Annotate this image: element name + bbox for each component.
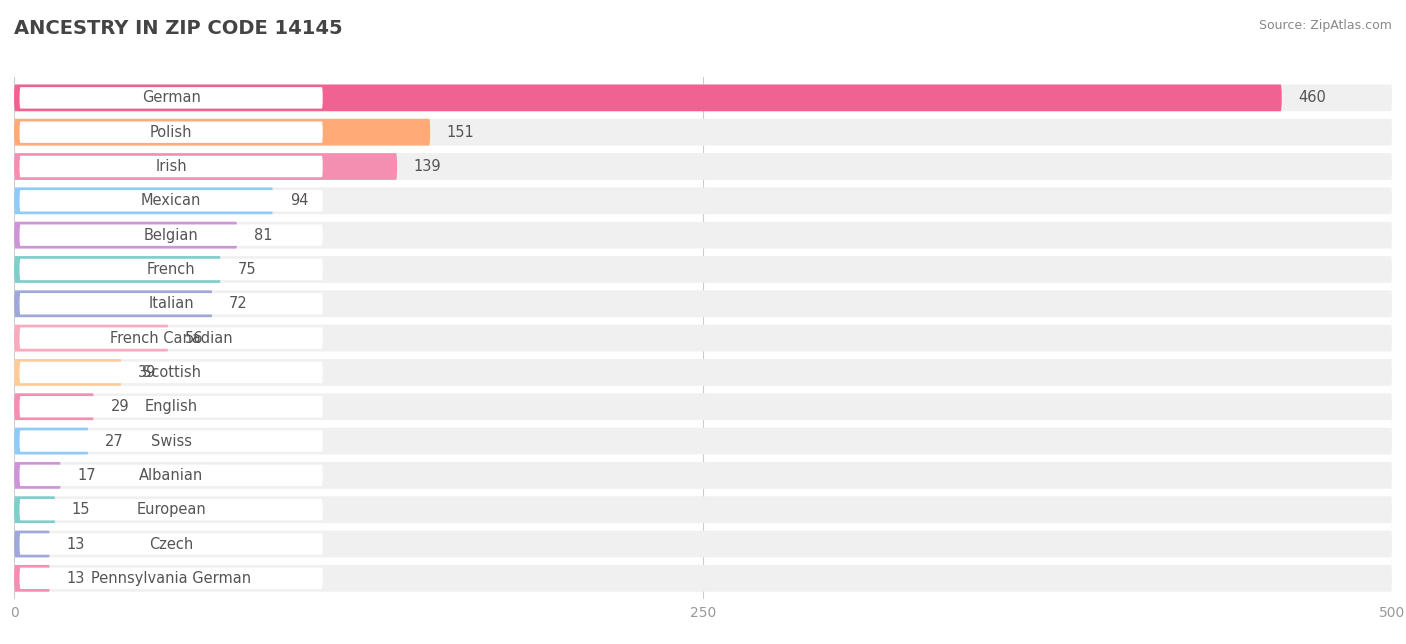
FancyBboxPatch shape xyxy=(14,325,1392,352)
Text: 39: 39 xyxy=(138,365,156,380)
FancyBboxPatch shape xyxy=(14,393,94,420)
FancyBboxPatch shape xyxy=(14,565,1392,592)
FancyBboxPatch shape xyxy=(14,256,221,283)
Text: 29: 29 xyxy=(111,399,129,414)
Text: ANCESTRY IN ZIP CODE 14145: ANCESTRY IN ZIP CODE 14145 xyxy=(14,19,343,39)
FancyBboxPatch shape xyxy=(14,290,212,317)
FancyBboxPatch shape xyxy=(20,225,323,246)
FancyBboxPatch shape xyxy=(14,153,396,180)
Text: Italian: Italian xyxy=(148,296,194,311)
Text: Albanian: Albanian xyxy=(139,468,204,483)
FancyBboxPatch shape xyxy=(14,393,1392,420)
FancyBboxPatch shape xyxy=(14,84,1392,111)
Text: 56: 56 xyxy=(186,330,204,346)
Text: 72: 72 xyxy=(229,296,247,311)
Text: 139: 139 xyxy=(413,159,441,174)
FancyBboxPatch shape xyxy=(14,256,1392,283)
FancyBboxPatch shape xyxy=(14,118,1392,146)
FancyBboxPatch shape xyxy=(14,565,49,592)
Text: Irish: Irish xyxy=(155,159,187,174)
Text: 27: 27 xyxy=(105,433,124,449)
FancyBboxPatch shape xyxy=(14,428,1392,455)
Text: English: English xyxy=(145,399,198,414)
Text: 13: 13 xyxy=(66,571,84,586)
FancyBboxPatch shape xyxy=(14,462,60,489)
FancyBboxPatch shape xyxy=(20,396,323,417)
Text: 81: 81 xyxy=(254,227,273,243)
FancyBboxPatch shape xyxy=(14,118,430,146)
Text: 94: 94 xyxy=(290,193,308,208)
FancyBboxPatch shape xyxy=(14,462,1392,489)
FancyBboxPatch shape xyxy=(14,187,273,214)
FancyBboxPatch shape xyxy=(20,122,323,143)
FancyBboxPatch shape xyxy=(14,531,49,558)
Text: Swiss: Swiss xyxy=(150,433,191,449)
Text: Scottish: Scottish xyxy=(142,365,201,380)
Text: Czech: Czech xyxy=(149,536,193,551)
Text: Source: ZipAtlas.com: Source: ZipAtlas.com xyxy=(1258,19,1392,32)
FancyBboxPatch shape xyxy=(20,430,323,451)
FancyBboxPatch shape xyxy=(20,567,323,589)
Text: 13: 13 xyxy=(66,536,84,551)
Text: 17: 17 xyxy=(77,468,96,483)
FancyBboxPatch shape xyxy=(14,428,89,455)
FancyBboxPatch shape xyxy=(20,190,323,211)
Text: 460: 460 xyxy=(1298,90,1326,106)
Text: Pennsylvania German: Pennsylvania German xyxy=(91,571,252,586)
FancyBboxPatch shape xyxy=(14,84,1282,111)
Text: 15: 15 xyxy=(72,502,90,517)
Text: French: French xyxy=(146,262,195,277)
FancyBboxPatch shape xyxy=(20,362,323,383)
FancyBboxPatch shape xyxy=(14,325,169,352)
FancyBboxPatch shape xyxy=(20,327,323,349)
Text: Polish: Polish xyxy=(150,125,193,140)
FancyBboxPatch shape xyxy=(14,497,55,523)
FancyBboxPatch shape xyxy=(14,359,121,386)
Text: French Canadian: French Canadian xyxy=(110,330,232,346)
FancyBboxPatch shape xyxy=(14,359,1392,386)
FancyBboxPatch shape xyxy=(14,187,1392,214)
Text: German: German xyxy=(142,90,201,106)
Text: European: European xyxy=(136,502,207,517)
Text: 75: 75 xyxy=(238,262,256,277)
FancyBboxPatch shape xyxy=(20,156,323,177)
FancyBboxPatch shape xyxy=(14,531,1392,558)
FancyBboxPatch shape xyxy=(14,222,1392,249)
FancyBboxPatch shape xyxy=(20,499,323,520)
FancyBboxPatch shape xyxy=(20,87,323,109)
FancyBboxPatch shape xyxy=(14,290,1392,317)
Text: Mexican: Mexican xyxy=(141,193,201,208)
FancyBboxPatch shape xyxy=(20,293,323,314)
FancyBboxPatch shape xyxy=(20,259,323,280)
FancyBboxPatch shape xyxy=(20,465,323,486)
FancyBboxPatch shape xyxy=(14,222,238,249)
Text: 151: 151 xyxy=(447,125,474,140)
FancyBboxPatch shape xyxy=(20,533,323,554)
FancyBboxPatch shape xyxy=(14,153,1392,180)
FancyBboxPatch shape xyxy=(14,497,1392,523)
Text: Belgian: Belgian xyxy=(143,227,198,243)
